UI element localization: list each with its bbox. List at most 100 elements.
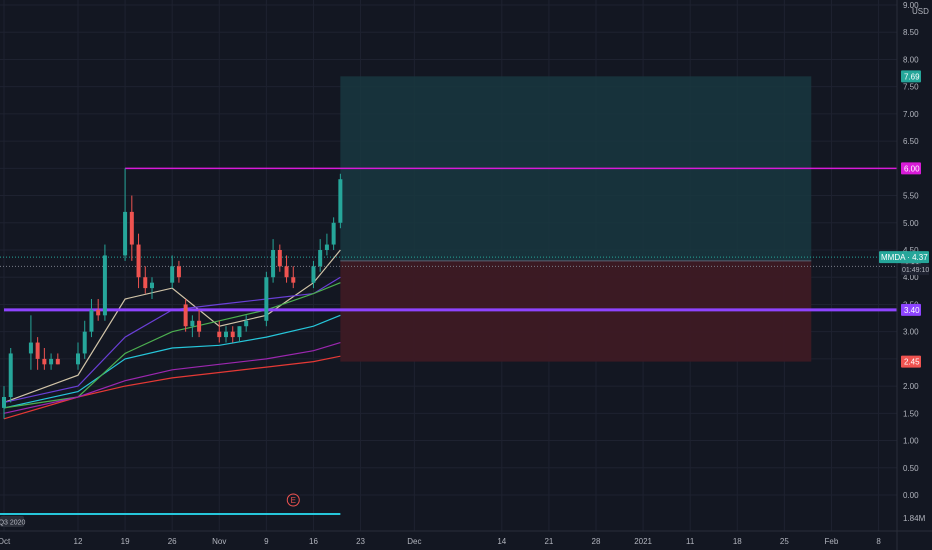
candle[interactable] <box>176 260 181 283</box>
candle[interactable] <box>55 353 60 365</box>
position-zones[interactable] <box>340 76 812 362</box>
candle-body <box>129 211 134 245</box>
candle[interactable] <box>2 386 6 419</box>
candle-body <box>136 244 141 278</box>
candle[interactable] <box>244 315 249 332</box>
candle[interactable] <box>318 239 323 272</box>
horizontal-line-badge-text: 6.00 <box>904 164 920 173</box>
candle[interactable] <box>96 299 101 321</box>
x-tick-label: 23 <box>356 537 365 546</box>
candlestick-series[interactable] <box>2 168 343 419</box>
earnings-badge-text: Q3 2020 <box>0 520 26 527</box>
target-price-badge-text: 7.69 <box>904 72 920 81</box>
moving-average-line <box>3 282 341 409</box>
candle-body <box>2 397 6 408</box>
candle-body <box>230 331 235 338</box>
y-tick-label: 5.50 <box>903 192 919 201</box>
candle[interactable] <box>89 299 94 338</box>
candle[interactable] <box>136 233 141 289</box>
candle[interactable] <box>129 195 134 261</box>
candle[interactable] <box>8 348 13 403</box>
x-tick-label: 2021 <box>634 537 652 546</box>
candle[interactable] <box>42 348 47 370</box>
moving-average-line <box>3 276 341 403</box>
y-tick-label: 6.50 <box>903 137 919 146</box>
candle[interactable] <box>271 239 276 283</box>
candle[interactable] <box>324 233 329 256</box>
candle-body <box>55 358 60 365</box>
candle-body <box>183 304 188 327</box>
x-tick-label: 12 <box>74 537 83 546</box>
candle[interactable] <box>237 326 242 343</box>
candle-body <box>264 277 269 321</box>
candle-body <box>224 331 228 338</box>
candle-body <box>277 250 282 267</box>
horizontal-lines[interactable] <box>0 167 897 312</box>
candle[interactable] <box>264 271 269 327</box>
candle[interactable] <box>150 277 154 299</box>
candle[interactable] <box>217 320 222 343</box>
candle[interactable] <box>284 255 289 283</box>
candle[interactable] <box>331 217 336 250</box>
candle[interactable] <box>28 315 33 370</box>
candle-body <box>123 211 128 256</box>
target-price-badge-bg <box>901 70 921 83</box>
x-tick-label: 16 <box>309 537 318 546</box>
y-tick-label: 8.00 <box>903 55 919 64</box>
candle-body <box>197 320 202 332</box>
candle[interactable] <box>170 255 175 289</box>
moving-average-line <box>3 355 341 420</box>
x-tick-label: 19 <box>121 537 130 546</box>
x-tick-label: 26 <box>168 537 177 546</box>
x-tick-label: 28 <box>592 537 601 546</box>
x-tick-label: 9 <box>264 537 269 546</box>
horizontal-line-badge-bg <box>901 162 921 175</box>
chart-markers[interactable]: E <box>286 493 300 507</box>
x-tick-label: Nov <box>212 537 226 546</box>
time-axis[interactable]: Oct 12 19 26 Nov 9 16 23 Dec 14 21 28 2021 11 18 25 Feb 8 <box>0 537 881 546</box>
horizontal-line-badge: 3.40 <box>901 303 921 316</box>
candle-body <box>244 320 249 327</box>
candle-body <box>89 309 94 332</box>
candle-body <box>291 277 296 283</box>
earnings-marker[interactable] <box>286 493 300 507</box>
candle[interactable] <box>190 315 195 338</box>
candle-body <box>96 309 101 316</box>
x-tick-label: 21 <box>544 537 553 546</box>
y-tick-label: 8.50 <box>903 28 919 37</box>
candle[interactable] <box>102 244 107 321</box>
volume-scale-label: 1.84M <box>903 514 926 523</box>
y-tick-label: 4.00 <box>903 273 919 282</box>
moving-average-lines <box>3 249 341 420</box>
candle-body <box>82 331 87 354</box>
horizontal-line-badge-text: 3.40 <box>904 306 920 315</box>
candle[interactable] <box>230 326 235 343</box>
y-tick-label: 7.00 <box>903 110 919 119</box>
candle[interactable] <box>82 320 87 359</box>
candle[interactable] <box>277 244 282 272</box>
y-tick-label: 4.50 <box>903 246 919 255</box>
candle[interactable] <box>338 173 343 229</box>
candle[interactable] <box>197 309 202 338</box>
candle[interactable] <box>311 260 316 289</box>
last-price-badge-text: MMDA · 4.37 <box>881 253 928 262</box>
x-tick-label: 18 <box>733 537 742 546</box>
candle[interactable] <box>35 337 40 370</box>
candle[interactable] <box>76 342 80 370</box>
price-axis[interactable]: 9.00 8.50 8.00 7.50 7.00 6.50 6.00 5.50 5.00 4.50… <box>903 1 929 523</box>
y-tick-label: 5.00 <box>903 219 919 228</box>
candle-body <box>190 320 195 327</box>
candle[interactable] <box>183 299 188 332</box>
candle[interactable] <box>291 266 296 289</box>
candle-body <box>8 353 13 397</box>
candle[interactable] <box>123 168 128 261</box>
candle[interactable] <box>143 266 148 294</box>
candle-body <box>28 342 33 354</box>
candle[interactable] <box>224 326 228 343</box>
last-price-badge: MMDA · 4.37 01:49:10 <box>879 251 929 276</box>
y-tick-label: 0.50 <box>903 464 919 473</box>
candle[interactable] <box>49 353 54 370</box>
x-tick-label: Feb <box>825 537 839 546</box>
